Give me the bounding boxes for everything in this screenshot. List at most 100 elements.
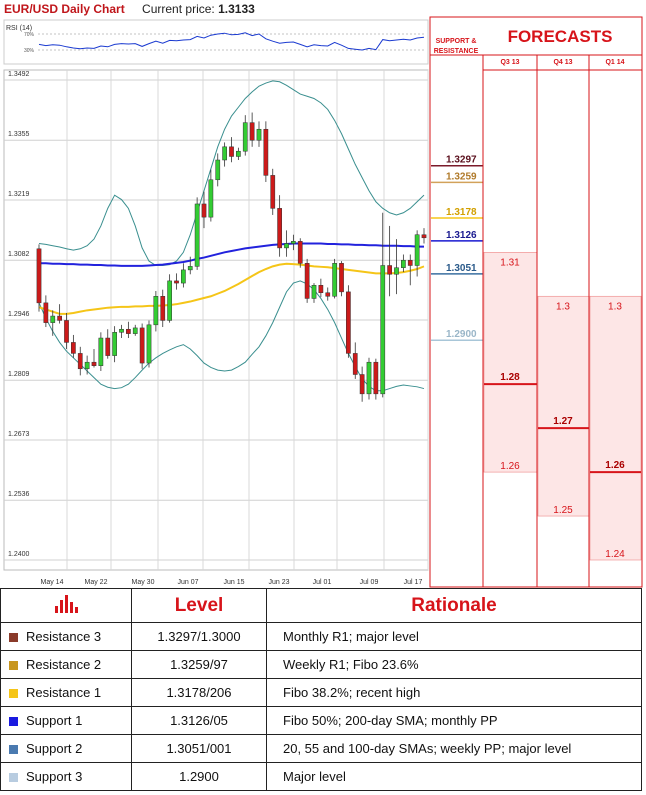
candle-body <box>270 175 276 209</box>
candle-body <box>167 280 172 321</box>
forecast-range-box <box>537 295 590 517</box>
candle-body <box>194 203 200 267</box>
candle-body <box>394 267 399 275</box>
level-rationale: Monthly R1; major level <box>266 622 642 651</box>
candle-body <box>84 361 90 370</box>
candle-body <box>304 263 310 299</box>
level-label-cell: Resistance 3 <box>0 622 132 651</box>
level-name: Resistance 2 <box>26 657 102 672</box>
candle-body <box>77 353 83 370</box>
candle-body <box>174 280 179 284</box>
candle-body <box>222 146 227 161</box>
x-tick-label: Jul 01 <box>313 579 332 586</box>
candle-body <box>256 128 262 141</box>
forecast-high-value: 1.3 <box>608 301 622 312</box>
table-row: Resistance 2 1.3259/97 Weekly R1; Fibo 23.… <box>0 650 642 679</box>
candle-body <box>43 302 49 323</box>
candle-body <box>263 128 269 176</box>
level-name: Resistance 1 <box>26 685 102 700</box>
candle-body <box>401 259 406 268</box>
candle-body <box>373 361 379 395</box>
table-header-level: Level <box>131 588 267 623</box>
candle-body <box>229 146 234 157</box>
level-value: 1.2900 <box>131 762 267 791</box>
candle-body <box>311 285 317 299</box>
forecast-title: FORECASTS <box>508 27 613 46</box>
candle-body <box>325 292 331 297</box>
x-tick-label: May 22 <box>85 579 108 586</box>
forecast-mid-value: 1.27 <box>553 416 573 427</box>
candle-body <box>414 234 420 266</box>
candle-body <box>112 332 117 356</box>
table-row: Support 2 1.3051/001 20, 55 and 100-day SM… <box>0 734 642 763</box>
candle-body <box>318 285 324 293</box>
forecast-column-label: Q4 13 <box>553 59 572 66</box>
bar-chart-icon <box>55 594 78 613</box>
level-label-cell: Resistance 1 <box>0 678 132 707</box>
level-name: Resistance 3 <box>26 629 102 644</box>
sr-level-value: 1.3297 <box>446 155 477 166</box>
candle-body <box>126 328 131 334</box>
candle-body <box>105 337 111 356</box>
y-tick-label: 1.2809 <box>8 371 30 378</box>
candle-body <box>291 241 296 244</box>
chart-title: EUR/USD Daily Chart <box>4 2 125 16</box>
candle-body <box>132 327 138 334</box>
x-tick-label: May 30 <box>132 579 155 586</box>
table-header-icon-cell <box>0 588 132 623</box>
y-tick-label: 1.2536 <box>8 491 30 498</box>
level-label-cell: Resistance 2 <box>0 650 132 679</box>
level-name: Support 1 <box>26 713 83 728</box>
candle-body <box>421 234 427 239</box>
forecast-range-box <box>589 295 642 561</box>
x-tick-label: Jun 23 <box>268 579 289 586</box>
levels-table: Level Rationale Resistance 3 1.3297/1.300… <box>0 588 642 791</box>
x-tick-label: Jul 17 <box>404 579 423 586</box>
forecast-low-value: 1.24 <box>605 549 625 560</box>
bollinger-upper-line <box>38 80 425 266</box>
level-swatch <box>9 773 18 783</box>
candle-body <box>64 320 69 343</box>
candle-body <box>407 259 413 266</box>
table-row: Support 1 1.3126/05 Fibo 50%; 200-day SMA;… <box>0 706 642 735</box>
candle-body <box>236 150 241 157</box>
candle-body <box>160 296 166 321</box>
y-tick-label: 1.3219 <box>8 191 30 198</box>
x-tick-label: Jul 09 <box>360 579 379 586</box>
chart-header: EUR/USD Daily Chart Current price: 1.313… <box>0 0 430 18</box>
price-panel: 1.3492 1.3355 1.3219 1.3082 1.2946 1.2809 1.26… <box>3 69 429 586</box>
level-rationale: Weekly R1; Fibo 23.6% <box>266 650 642 679</box>
level-label-cell: Support 2 <box>0 734 132 763</box>
chart-canvas: RSI (14) 70% 30% 1.3492 1.3355 1.3219 1.3082… <box>3 16 643 588</box>
level-swatch <box>9 745 18 755</box>
candle-body <box>201 203 207 218</box>
candle-body <box>91 361 97 366</box>
candle-body <box>187 266 193 271</box>
forecast-column-label: Q1 14 <box>605 59 624 66</box>
rsi-label: RSI (14) <box>6 25 32 32</box>
sma200-line <box>39 242 424 267</box>
table-row: Support 3 1.2900 Major level <box>0 762 642 791</box>
level-rationale: Major level <box>266 762 642 791</box>
forecast-panel: SUPPORT & RESISTANCE FORECASTS 1.3297 1.3… <box>429 16 643 588</box>
candle-body <box>242 122 248 152</box>
candle-body <box>36 248 42 304</box>
level-label-cell: Support 3 <box>0 762 132 791</box>
candle-body <box>352 353 358 375</box>
forecast-high-value: 1.3 <box>556 301 570 312</box>
current-price-label: Current price: <box>142 2 215 16</box>
level-value: 1.3259/97 <box>131 650 267 679</box>
candle-body <box>50 315 56 323</box>
x-tick-label: May 14 <box>41 579 64 586</box>
candle-body <box>297 241 303 264</box>
candle-body <box>284 243 289 249</box>
candle-body <box>339 263 344 293</box>
x-tick-label: Jun 07 <box>177 579 198 586</box>
level-label-cell: Support 1 <box>0 706 132 735</box>
sr-level-value: 1.3051 <box>446 263 477 274</box>
forecast-mid-value: 1.28 <box>500 372 520 383</box>
sr-level-value: 1.3178 <box>446 207 477 218</box>
y-tick-label: 1.3492 <box>8 71 30 78</box>
y-tick-label: 1.2673 <box>8 431 30 438</box>
